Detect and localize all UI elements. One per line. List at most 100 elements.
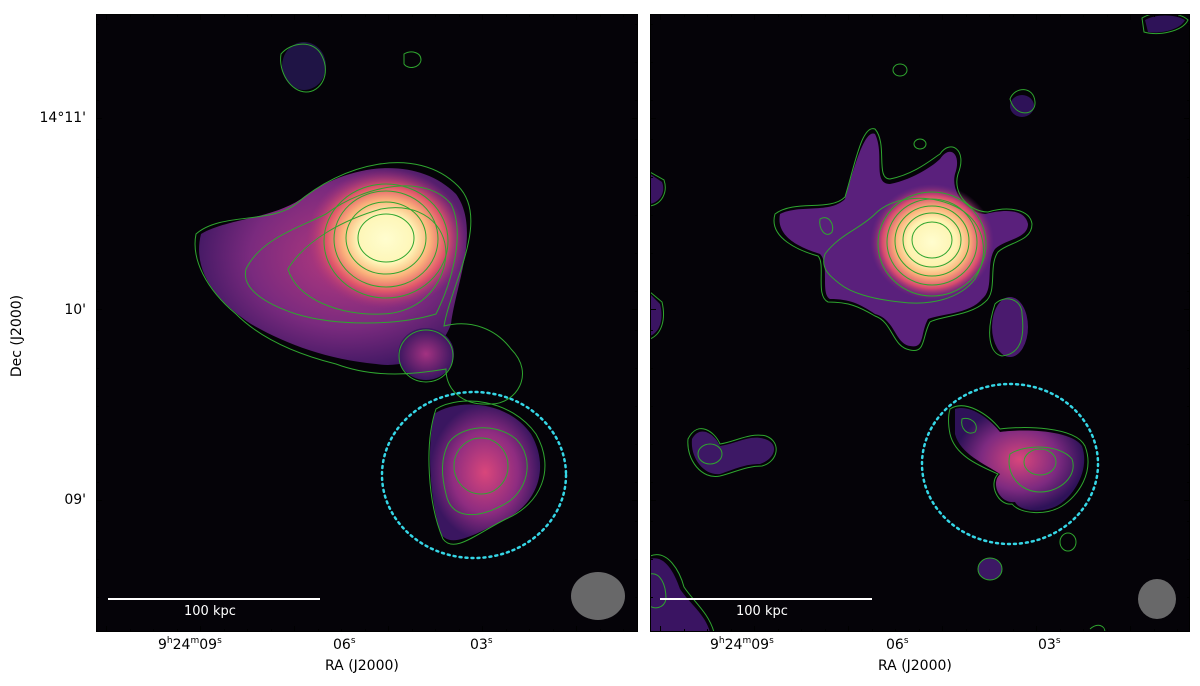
tick-mark [632, 500, 638, 501]
tick-mark [96, 253, 99, 254]
tick-mark [96, 559, 99, 560]
right-topright-blob [1145, 15, 1185, 33]
tick-mark [1107, 14, 1108, 17]
right-scalebar-label: 100 kpc [736, 604, 788, 619]
tick-mark [848, 14, 849, 20]
tick-mark [650, 482, 653, 483]
tick-mark [1187, 62, 1190, 63]
tick-mark [1187, 100, 1190, 101]
tick-mark [96, 24, 99, 25]
tick-mark [966, 14, 967, 17]
tick-mark [435, 14, 436, 17]
tick-mark [1184, 118, 1190, 119]
tick-mark [650, 215, 653, 216]
tick-mark [707, 14, 708, 17]
tick-mark [177, 629, 178, 632]
tick-mark [942, 626, 943, 632]
tick-mark [1187, 253, 1190, 254]
tick-mark [1177, 629, 1178, 632]
tick-mark [754, 14, 755, 20]
tick-mark [1130, 14, 1131, 20]
tick-mark [435, 629, 436, 632]
tick-mark [1154, 629, 1155, 632]
tick-mark [632, 118, 638, 119]
tick-mark [1184, 500, 1190, 501]
tick-mark [684, 629, 685, 632]
tick-mark [177, 14, 178, 17]
tick-mark [412, 629, 413, 632]
tick-mark [650, 368, 653, 369]
tick-mark [635, 139, 638, 140]
tick-mark [635, 521, 638, 522]
left-scalebar-label: 100 kpc [184, 604, 236, 619]
tick-mark [459, 629, 460, 632]
tick-mark [660, 626, 661, 632]
tick-mark [96, 330, 99, 331]
tick-mark [1187, 291, 1190, 292]
left-bright-core [306, 169, 466, 309]
tick-mark [1187, 368, 1190, 369]
tick-mark [942, 14, 943, 20]
tick-mark [919, 629, 920, 632]
tick-mark [650, 330, 653, 331]
tick-mark [778, 629, 779, 632]
tick-mark [919, 14, 920, 17]
tick-mark [96, 100, 99, 101]
tick-mark [731, 629, 732, 632]
tick-mark [553, 629, 554, 632]
tick-mark [600, 629, 601, 632]
tick-mark [1154, 14, 1155, 17]
tick-mark [1184, 309, 1190, 310]
right-beam-ellipse [1138, 579, 1176, 619]
left-image-svg [108, 42, 625, 620]
tick-mark [96, 500, 102, 501]
tick-mark [200, 626, 201, 632]
tick-mark [576, 14, 577, 20]
tick-mark [1107, 629, 1108, 632]
tick-mark [966, 629, 967, 632]
tick-mark [650, 559, 653, 560]
left-x-tick-label-06s: 06s [333, 636, 356, 653]
tick-mark [1187, 521, 1190, 522]
tick-mark [96, 291, 99, 292]
tick-mark [635, 100, 638, 101]
tick-mark [635, 62, 638, 63]
tick-mark [153, 629, 154, 632]
tick-mark [341, 629, 342, 632]
tick-mark [388, 14, 389, 20]
tick-mark [365, 629, 366, 632]
tick-mark [1187, 597, 1190, 598]
right-bottom-left-blob [650, 558, 710, 632]
y-tick-label-1411: 14°11' [39, 110, 86, 126]
left-x-axis-title: RA (J2000) [325, 658, 399, 674]
tick-mark [650, 309, 656, 310]
tick-mark [271, 629, 272, 632]
right-x-tick-label-06s: 06s [886, 636, 909, 653]
tick-mark [848, 626, 849, 632]
tick-mark [660, 14, 661, 20]
left-radio-image-panel: 100 kpc [96, 14, 638, 632]
tick-mark [341, 14, 342, 17]
tick-mark [506, 629, 507, 632]
right-radio-image-panel: 100 kpc [650, 14, 1190, 632]
tick-mark [1013, 629, 1014, 632]
tick-mark [1187, 177, 1190, 178]
tick-mark [600, 14, 601, 17]
tick-mark [989, 14, 990, 17]
tick-mark [872, 629, 873, 632]
tick-mark [895, 14, 896, 17]
tick-mark [778, 14, 779, 17]
tick-mark [482, 14, 483, 20]
tick-mark [96, 309, 102, 310]
tick-mark [623, 629, 624, 632]
tick-mark [529, 629, 530, 632]
tick-mark [576, 626, 577, 632]
tick-mark [318, 14, 319, 17]
tick-mark [459, 14, 460, 17]
left-target-source [430, 404, 541, 541]
tick-mark [294, 14, 295, 20]
right-target-source [955, 408, 1085, 511]
tick-mark [106, 14, 107, 20]
tick-mark [106, 626, 107, 632]
right-small-blob-bottom [978, 558, 1002, 580]
